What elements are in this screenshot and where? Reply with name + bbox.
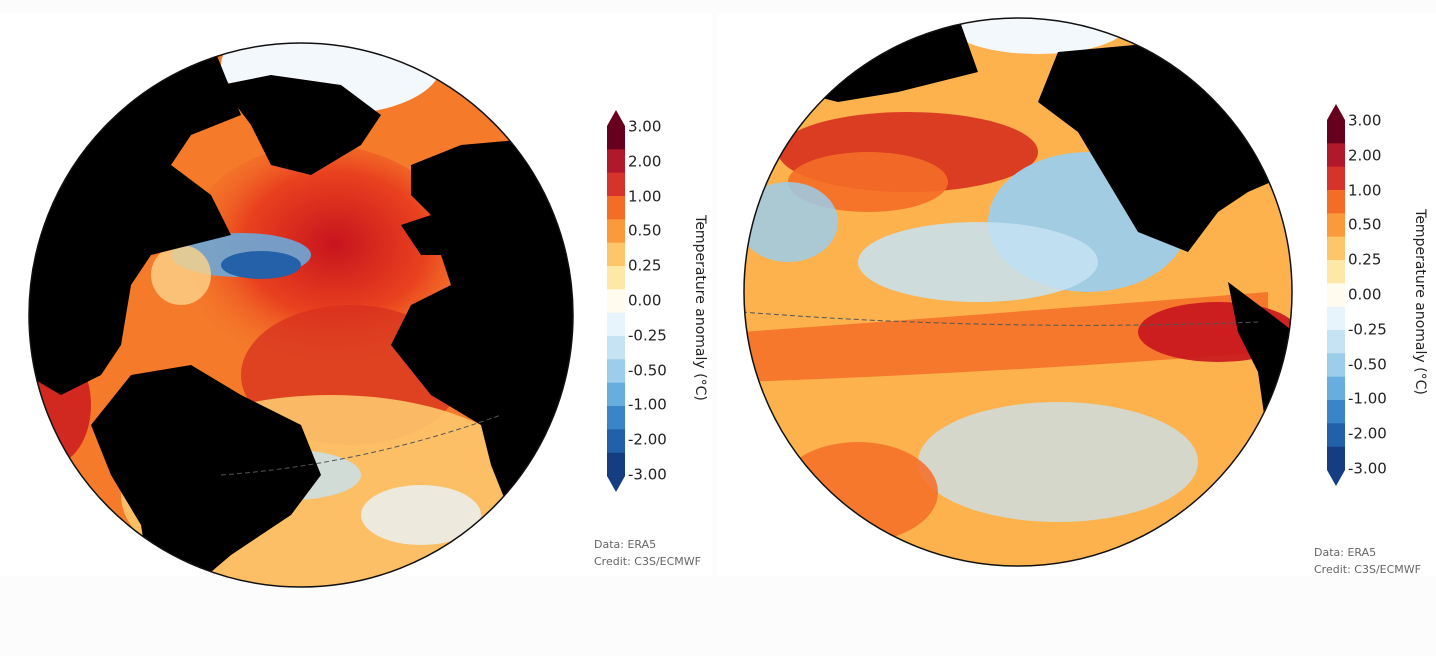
arctic-ice [948,18,1128,54]
colorbar-tick-label: 3.00 [628,117,662,136]
colorbar-tick-label: -3.00 [628,465,667,484]
anomaly-cool-core [221,251,301,279]
colorbar-cell [1327,190,1345,214]
colorbar-cells [1327,120,1345,471]
colorbar-cell [607,429,625,453]
colorbar-cell [1327,283,1345,307]
anomaly-neutral-west [151,245,211,305]
colorbar-cell [607,382,625,407]
credit-block: Data: ERA5 Credit: C3S/ECMWF [594,536,701,570]
anomaly-cool-central [858,222,1098,302]
colorbar-cell [1327,120,1345,144]
colorbar-cell [607,336,625,360]
colorbar-cell [607,149,625,173]
colorbar-tick-label: 0.50 [1348,215,1382,234]
anomaly-cool-south-east [361,485,481,545]
colorbar-tick-label: -0.50 [1348,355,1387,374]
colorbar-cell [607,452,625,477]
data-source: Data: ERA5 [594,538,657,551]
colorbar-tick-label: 2.00 [628,152,662,171]
colorbar-arrow-top [607,110,625,126]
colorbar-tick-label: -0.25 [628,326,667,345]
colorbar [607,110,625,492]
anomaly-cool-south-pacific [918,402,1198,522]
map-panel-pacific: 3.00 2.00 1.00 0.50 0.25 0.00 -0.25 -0.50 -1.00 -… [718,14,1436,576]
colorbar [1327,104,1345,486]
colorbar-cell [607,126,625,150]
colorbar-tick-label: 1.00 [628,187,662,206]
colorbar-cell [607,359,625,383]
colorbar-cell [1327,423,1345,447]
colorbar-tick-label: -1.00 [628,395,667,414]
colorbar-cell [607,172,625,197]
colorbar-tick-label: -1.00 [1348,389,1387,408]
credit-block: Data: ERA5 Credit: C3S/ECMWF [1314,544,1421,578]
anomaly-warm-sw-pacific [778,442,938,542]
colorbar-cell [607,312,625,337]
colorbar-arrow-bottom [1327,470,1345,486]
anomaly-equatorial-tongue [744,292,1268,382]
colorbar-tick-label: -2.00 [628,430,667,449]
colorbar-cell [607,196,625,220]
map-panel-atlantic: 3.00 2.00 1.00 0.50 0.25 0.00 -0.25 -0.50 -1.00 -… [0,14,714,588]
colorbar-cell [607,289,625,313]
colorbar-cell [607,219,625,243]
colorbar-tick-label: -3.00 [1348,459,1387,478]
credit-line: Credit: C3S/ECMWF [1314,563,1421,576]
colorbar-cell [1327,446,1345,471]
colorbar-tick-label: -2.00 [1348,424,1387,443]
colorbar-cell [1327,376,1345,401]
colorbar-legend: 3.00 2.00 1.00 0.50 0.25 0.00 -0.25 -0.50 -1.00 -… [604,108,714,508]
colorbar-cell [1327,330,1345,354]
equator-line [220,414,502,476]
colorbar-arrow-top [1327,104,1345,120]
colorbar-cell [607,242,625,267]
globe-outline [28,42,574,588]
colorbar-tick-label: -0.50 [628,361,667,380]
credit-line: Credit: C3S/ECMWF [594,555,701,568]
colorbar-cells [607,126,625,477]
anomaly-cool-west [744,182,838,262]
colorbar-cell [1327,306,1345,331]
data-source: Data: ERA5 [1314,546,1377,559]
colorbar-tick-label: 0.00 [628,291,662,310]
globe-outline [743,17,1293,567]
colorbar-tick-label: 0.25 [1348,250,1382,269]
colorbar-cell [1327,236,1345,261]
globe-atlantic [28,42,574,588]
colorbar-tick-label: 3.00 [1348,111,1382,130]
equator-line [744,311,1259,326]
colorbar-cell [1327,400,1345,424]
colorbar-cell [1327,213,1345,237]
colorbar-arrow-bottom [607,476,625,492]
colorbar-tick-label: 2.00 [1348,146,1382,165]
legend-title: Temperature anomaly (°C) [1412,209,1428,395]
colorbar-cell [1327,143,1345,167]
globe-pacific [743,17,1293,567]
legend-title: Temperature anomaly (°C) [692,215,708,401]
colorbar-tick-label: 0.00 [1348,285,1382,304]
colorbar-cell [1327,166,1345,191]
anomaly-warm-north-pacific-2 [788,152,948,212]
colorbar-tick-label: 1.00 [1348,181,1382,200]
colorbar-tick-label: 0.25 [628,256,662,275]
colorbar-legend: 3.00 2.00 1.00 0.50 0.25 0.00 -0.25 -0.50 -1.00 -… [1324,102,1434,502]
colorbar-tick-label: 0.50 [628,221,662,240]
colorbar-cell [607,406,625,430]
colorbar-cell [1327,260,1345,284]
colorbar-cell [1327,353,1345,377]
colorbar-tick-label: -0.25 [1348,320,1387,339]
colorbar-cell [607,266,625,290]
